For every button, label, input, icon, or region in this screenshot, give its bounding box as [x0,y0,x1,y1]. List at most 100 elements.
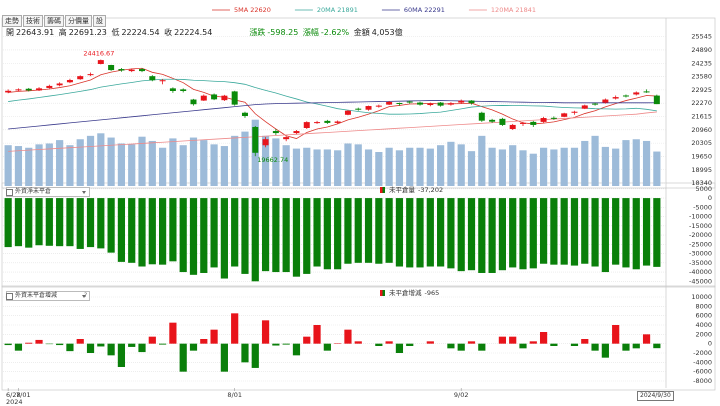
bar [334,198,342,270]
bar [251,343,259,368]
bar [570,343,579,346]
y-tick-label: 19650 [691,152,712,160]
candle-body [334,121,341,123]
candle-body [509,124,516,130]
indicator-select[interactable]: 外資淨未平倉 [6,187,90,197]
low-annotation: 19662.74 [257,156,288,164]
bar [395,198,404,267]
volume-bar [426,148,434,186]
bar [159,343,167,345]
bar [117,343,126,367]
y-tick-label: 18340 [691,179,712,187]
volume-bar [303,147,311,186]
bar [138,343,146,353]
tab-bar: 走勢 技術 籌碼 分價量 設 [2,15,107,27]
bar [282,343,290,345]
bar [220,343,228,372]
y-tick-label: 0 [708,340,712,348]
help-icon[interactable]: ? [84,292,88,299]
bar [56,343,64,346]
bar [509,336,517,344]
bar [437,198,445,267]
candle-body [468,100,475,104]
legend-value: 22620 [250,6,271,14]
y-tick-label: -45000 [689,277,712,285]
bar [313,325,321,344]
bar [653,198,661,267]
volume-bar [344,143,352,186]
bar [457,343,465,351]
tab[interactable]: 分價量 [65,15,92,27]
volume-bar [117,143,126,186]
candle-body [108,64,115,71]
volume-bar [14,146,23,186]
bar [478,198,486,273]
tab[interactable]: 設 [93,15,106,27]
volume-bar [581,140,589,186]
bar [35,198,43,246]
candle-body [602,99,609,103]
volume-bar [642,140,651,186]
y-tick-label: -35000 [689,259,712,267]
bar [426,198,434,267]
candle-body [561,113,568,117]
bar [303,336,311,344]
bar [66,343,74,352]
volume-bar [323,149,331,186]
bar [179,343,187,372]
volume-bar [560,147,568,186]
bar [416,198,424,268]
bar [56,198,64,247]
volume-bar [35,144,43,186]
info-label: 金額 [353,28,370,37]
panel-frame [1,285,716,391]
volume-bar [169,138,177,186]
tab[interactable]: 走勢 [2,15,22,27]
volume-bar [509,145,517,186]
bar [200,339,208,344]
candle-body [540,118,547,122]
candle-body [303,122,310,128]
candle-body [169,88,176,92]
tab[interactable]: 籌碼 [44,15,64,27]
bar [117,198,126,262]
bar [45,198,53,246]
y-tick-label: 24235 [691,59,712,67]
bar [601,343,609,358]
candle-body [612,97,619,99]
bar [406,343,414,346]
bar [169,198,177,262]
volume-bar [364,149,373,186]
bar [395,343,404,353]
candle-body [5,90,12,93]
volume-bar [97,133,105,186]
y-tick-label: 0 [708,194,712,202]
candle-body [519,122,526,124]
bar [601,198,609,273]
candle-body [447,103,454,105]
legend-icon [382,187,385,193]
info-label: 收 [164,28,173,37]
bar [622,198,630,268]
info-label: 開 [6,28,14,37]
bar [25,198,33,248]
indicator-select[interactable]: 外資未平倉增減 [6,291,90,301]
bar [107,198,115,253]
bar [303,198,311,274]
bar [642,198,651,266]
ma-line [8,78,657,115]
bar [467,341,476,344]
bar [653,343,661,349]
tab[interactable]: 技術 [23,15,43,27]
bar [447,343,455,349]
volume-bar [653,151,661,186]
candle-body [571,111,578,113]
volume-bar [622,140,630,186]
bar [498,336,506,344]
y-tick-label: 20305 [691,139,712,147]
volume-bar [272,138,280,186]
info-value: -598.25 [267,28,299,37]
y-tick-label: -8000 [693,377,712,385]
candle-body [46,85,53,88]
